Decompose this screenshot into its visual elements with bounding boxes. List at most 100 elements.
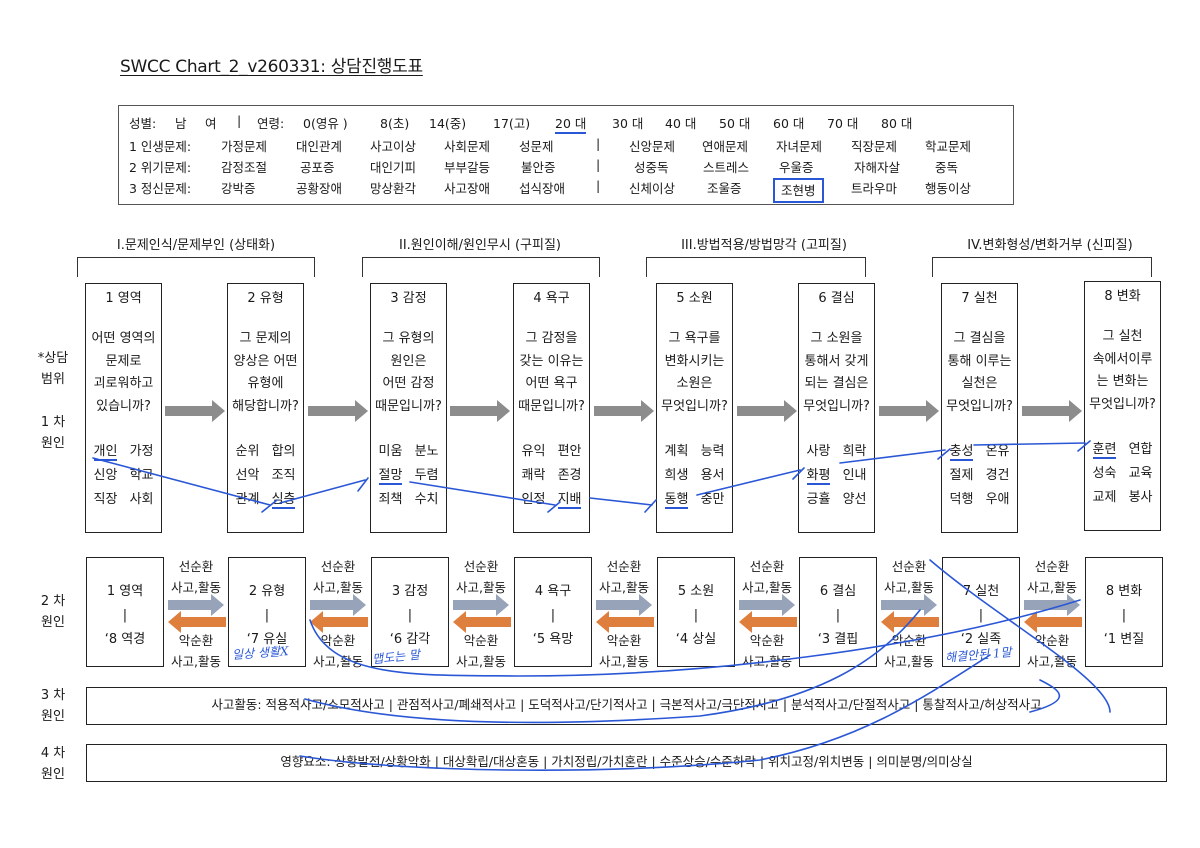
age-option-selected[interactable]: 20 대 [555,113,587,134]
age-option[interactable]: 0(영유 ) [303,116,348,131]
problem-option[interactable]: 행동이상 [925,181,972,196]
problem-option[interactable]: 트라우마 [851,181,898,196]
fourth-cause-influence-factors[interactable]: 영향요소: 상황발전/상황악화 | 대상확립/대상혼동 | 가치정립/가치혼란 … [86,744,1167,782]
gender-option-male[interactable]: 남 [175,116,187,131]
problem-option[interactable]: 조울증 [707,181,742,196]
virtuous-arrow-icon [739,594,795,616]
problem-option[interactable]: 불안증 [521,160,556,175]
virtuous-arrow-icon [168,594,224,616]
flow-arrow-icon [165,400,225,422]
second-cause-box[interactable]: 8 변화 | ‘1 변질 [1085,557,1163,667]
keyword-list: 미움 분노 절망 두렴 죄책 수치 [378,444,439,507]
separator: | [596,136,601,151]
keyword-list: 계획 능력 희생 용서 동행 충만 [664,444,725,509]
stage-6-resolve[interactable]: 6 결심 그 소원을 통해서 갖게 되는 결심은 무엇입니까? 사랑 희락 화평 인내… [798,283,875,533]
virtuous-arrow-icon [1024,594,1080,616]
phase-3-bracket [646,257,866,277]
stage-2-type[interactable]: 2 유형 그 문제의 양상은 어떤 유형에 해당합니까? 순위 합의 선악 조직 관계… [227,283,304,533]
vicious-arrow-icon [1024,611,1082,633]
problem-option[interactable]: 사고장애 [444,181,491,196]
phase-4-bracket [932,257,1152,277]
problem-option[interactable]: 성문제 [519,139,554,154]
age-option[interactable]: 50 대 [719,116,751,131]
row-label: 3 정신문제: [129,181,192,196]
fourth-cause-label: 4 차 원인 [40,746,66,782]
vicious-cycle-label: 악순환 사고,활동 [456,633,506,669]
problem-option[interactable]: 신체이상 [629,181,676,196]
problem-option[interactable]: 사회문제 [444,139,491,154]
problem-option[interactable]: 중독 [935,160,959,175]
problem-option[interactable]: 부부갈등 [444,160,491,175]
gender-option-female[interactable]: 여 [205,116,217,131]
stage-5-wish[interactable]: 5 소원 그 욕구를 변화시키는 소원은 무엇입니까? 계획 능력 희생 용서 동행 … [656,283,733,533]
problem-option[interactable]: 스트레스 [703,160,750,175]
third-cause-thinking-activity[interactable]: 사고활동: 적용적사고/소모적사고 | 관점적사고/폐쇄적사고 | 도덕적사고/… [86,687,1167,725]
vicious-arrow-icon [739,611,797,633]
vicious-arrow-icon [310,611,368,633]
virtuous-cycle-label: 선순환 사고,활동 [171,559,221,595]
problem-option[interactable]: 대인기피 [370,160,417,175]
problem-option[interactable]: 신앙문제 [629,139,676,154]
second-cause-label: 2 차 원인 [40,594,66,630]
problem-option[interactable]: 우울증 [779,160,814,175]
age-option[interactable]: 40 대 [665,116,697,131]
second-cause-box[interactable]: 1 영역 | ‘8 역경 [86,557,164,667]
age-option[interactable]: 30 대 [612,116,644,131]
virtuous-cycle-label: 선순환 사고,활동 [884,559,934,595]
problem-option-selected[interactable]: 조현병 [773,178,824,203]
phase-2-label: II.원인이해/원인무시 (구피질) [398,238,562,253]
age-option[interactable]: 80 대 [881,116,913,131]
second-cause-box[interactable]: 2 유형 | ‘7 유실 [228,557,306,667]
second-cause-box[interactable]: 6 결심 | ‘3 결핍 [799,557,877,667]
problem-option[interactable]: 대인관계 [296,139,343,154]
flow-arrow-icon [1022,400,1082,422]
second-cause-box[interactable]: 4 욕구 | ‘5 욕망 [514,557,592,667]
vicious-arrow-icon [881,611,939,633]
problem-option[interactable]: 직장문제 [851,139,898,154]
flow-arrow-icon [594,400,654,422]
stage-3-emotion[interactable]: 3 감정 그 유형의 원인은 어떤 감정 때문입니까? 미움 분노 절망 두렴 죄책 … [370,283,447,533]
vicious-cycle-label: 악순환 사고,활동 [1027,633,1077,669]
problem-option[interactable]: 학교문제 [925,139,972,154]
problem-option[interactable]: 사고이상 [370,139,417,154]
problem-option[interactable]: 감정조절 [221,160,268,175]
problem-option[interactable]: 섭식장애 [519,181,566,196]
problem-option[interactable]: 자녀문제 [776,139,823,154]
problem-option[interactable]: 공포증 [300,160,335,175]
separator: | [237,113,242,128]
first-cause-label: 1 차 원인 [40,415,66,451]
problem-option[interactable]: 공황장애 [296,181,343,196]
phase-2-bracket [362,257,600,277]
age-option[interactable]: 14(중) [429,116,467,131]
virtuous-cycle-label: 선순환 사고,활동 [313,559,363,595]
stage-8-change[interactable]: 8 변화 그 실천 속에서이루 는 변화는 무엇입니까? 훈련 연합 성숙 교육 교제… [1084,281,1161,531]
filter-panel: 성별: 남 여 | 연령: 0(영유 ) 8(초) 14(중) 17(고) 20… [118,105,1014,205]
second-cause-box[interactable]: 5 소원 | ‘4 상실 [657,557,735,667]
phase-1-label: I.문제인식/문제부인 (상태화) [116,238,276,253]
problem-option[interactable]: 망상환각 [370,181,417,196]
problem-option[interactable]: 강박증 [221,181,256,196]
vicious-arrow-icon [168,611,226,633]
age-option[interactable]: 70 대 [827,116,859,131]
age-option[interactable]: 8(초) [380,116,410,131]
stage-7-practice[interactable]: 7 실천 그 결심을 통해 이루는 실천은 무엇입니까? 충성 온유 절제 경건 덕행… [941,283,1018,533]
vicious-cycle-label: 악순환 사고,활동 [599,633,649,669]
virtuous-cycle-label: 선순환 사고,활동 [456,559,506,595]
virtuous-cycle-label: 선순환 사고,활동 [599,559,649,595]
age-option[interactable]: 17(고) [493,116,531,131]
problem-option[interactable]: 자해자살 [854,160,901,175]
stage-4-desire[interactable]: 4 욕구 그 감정을 갖는 이유는 어떤 욕구 때문입니까? 유익 편안 쾌락 존경 … [513,283,590,533]
row-label: 1 인생문제: [129,139,192,154]
problem-option[interactable]: 가정문제 [221,139,268,154]
problem-option[interactable]: 연애문제 [702,139,749,154]
flow-arrow-icon [450,400,510,422]
stage-1-area[interactable]: 1 영역 어떤 영역의 문제로 괴로워하고 있습니까? 개인 가정 신앙 학교 직장 … [85,283,162,533]
keyword-list: 순위 합의 선악 조직 관계 심층 [235,444,296,509]
problem-option[interactable]: 성중독 [634,160,669,175]
virtuous-arrow-icon [453,594,509,616]
vicious-cycle-label: 악순환 사고,활동 [171,633,221,669]
keyword-list: 개인 가정 신앙 학교 직장 사회 [93,444,154,507]
phase-4-label: IV.변화형성/변화거부 (신피질) [967,238,1133,253]
phase-1-bracket [77,257,315,277]
age-option[interactable]: 60 대 [773,116,805,131]
